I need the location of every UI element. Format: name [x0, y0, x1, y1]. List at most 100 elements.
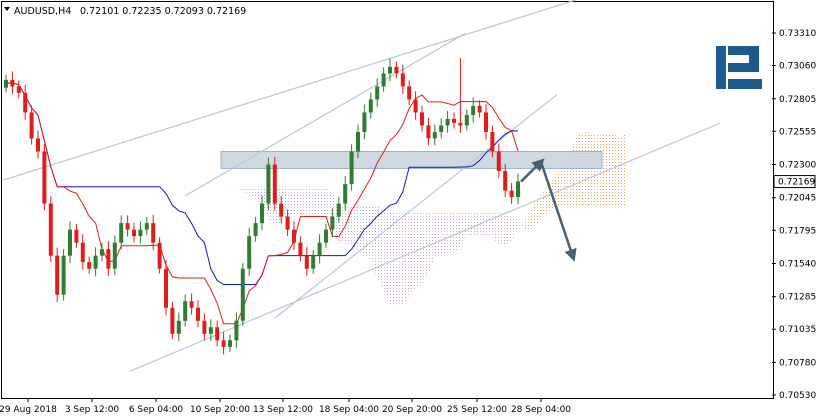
candle-body-bull	[432, 131, 437, 139]
candle-body-bull	[253, 223, 258, 237]
candle-body-bull	[362, 112, 367, 132]
candle-body-bear	[16, 86, 21, 93]
cloud-segment	[294, 186, 301, 217]
candle-body-bear	[458, 122, 463, 126]
candle-body-bull	[388, 66, 392, 74]
candle-body-bear	[304, 255, 309, 269]
cloud-segment	[210, 140, 218, 167]
y-tick-label: 0.70780	[779, 358, 816, 368]
candle-body-bear	[496, 151, 501, 172]
cloud-segment	[441, 212, 448, 256]
x-tick-label: 18 Sep 04:00	[319, 405, 379, 415]
x-tick-label: 25 Sep 12:00	[447, 405, 507, 415]
candle-body-bull	[343, 184, 348, 204]
x-tick-label: 29 Aug 2018	[0, 405, 57, 415]
candle-body-bull	[119, 223, 124, 243]
cloud-segment	[434, 212, 442, 256]
y-tick-label: 0.72300	[779, 161, 816, 171]
cloud-segment	[409, 212, 416, 297]
cloud-segment	[466, 212, 474, 237]
candle-body-bear	[452, 118, 456, 123]
logo-top-bar	[728, 46, 758, 55]
candle-body-bull	[176, 320, 181, 334]
candle-body-bear	[420, 112, 424, 126]
time-axis: 29 Aug 2018 3 Sep 12:00 6 Sep 04:00 10 Sep …	[0, 398, 571, 415]
cloud-segment	[620, 134, 627, 207]
cloud-segment	[230, 186, 237, 189]
cloud-segment	[249, 186, 256, 202]
candle-body-bear	[426, 125, 431, 139]
ichimoku-cloud	[172, 82, 627, 305]
x-tick-label: 28 Sep 04:00	[511, 405, 571, 415]
candle-body-bear	[285, 216, 290, 230]
cloud-segment	[537, 189, 544, 224]
candle-body-bull	[311, 255, 316, 269]
candle-body-bear	[394, 66, 399, 74]
candle-body-bear	[36, 138, 40, 152]
candle-body-bull	[93, 255, 98, 269]
logo-middle-bar	[728, 63, 758, 72]
candle-body-bull	[439, 125, 444, 132]
candle-body-bear	[170, 307, 175, 334]
current-price-box	[773, 175, 816, 189]
cloud-segment	[287, 186, 294, 217]
cloud-segment	[505, 212, 512, 247]
cloud-segment	[313, 186, 320, 217]
x-tick-label: 3 Sep 12:00	[65, 405, 120, 415]
y-tick-label: 0.70530	[779, 391, 816, 401]
candle-body-bull	[368, 99, 373, 113]
cloud-segment	[473, 212, 480, 237]
candle-body-bear	[400, 73, 405, 87]
candle-body-bull	[234, 320, 239, 341]
candle-body-bull	[356, 131, 360, 152]
y-tick-label: 0.73060	[779, 62, 816, 72]
cloud-segment	[607, 134, 614, 207]
candle-body-bear	[413, 99, 418, 113]
candle-body-bear	[503, 171, 508, 191]
forecast-arrow	[520, 158, 545, 183]
cloud-segment	[319, 186, 326, 217]
candle-body-bull	[260, 203, 264, 224]
candle-body-bull	[208, 327, 213, 334]
cloud-segment	[518, 219, 525, 230]
cloud-segment	[402, 212, 410, 305]
candle-body-bear	[29, 112, 34, 139]
ohlc-values: 0.72101 0.72235 0.72093 0.72169	[80, 6, 246, 17]
candle-body-bull	[240, 268, 245, 321]
cloud-segment	[377, 206, 384, 292]
candlesticks	[4, 57, 520, 355]
cloud-segment	[345, 206, 352, 246]
candle-body-bull	[4, 79, 8, 88]
cloud-segment	[524, 209, 531, 230]
y-tick-label: 0.72805	[779, 95, 816, 105]
cloud-segment	[217, 166, 224, 187]
candle-body-bear	[23, 92, 28, 113]
cloud-segment	[178, 82, 186, 85]
candle-body-bear	[42, 151, 47, 204]
candle-body-bear	[48, 203, 53, 256]
cloud-segment	[543, 181, 550, 217]
candle-body-bear	[292, 229, 296, 243]
symbol-label: AUDUSD,H4	[14, 6, 71, 17]
candle-body-bear	[125, 223, 130, 230]
roboforex-r-logo	[716, 46, 762, 89]
logo-bottom-bar	[728, 79, 762, 89]
candle-body-bull	[381, 73, 386, 87]
forecast-arrow	[539, 161, 577, 262]
candle-body-bear	[407, 86, 412, 100]
candle-body-bear	[132, 229, 136, 237]
y-tick-label: 0.71540	[779, 259, 816, 269]
x-tick-label: 10 Sep 20:00	[190, 405, 250, 415]
candle-body-bull	[266, 164, 271, 204]
cloud-segment	[562, 158, 570, 207]
price-axis: 0.73310 0.73060 0.72805 0.72555 0.72300 0.720…	[772, 29, 816, 401]
channel-line	[129, 122, 721, 372]
current-price-label: 0.72169	[778, 178, 815, 188]
candle-body-bear	[221, 340, 226, 347]
candle-body-bear	[298, 242, 303, 256]
candle-body-bull	[247, 236, 252, 269]
dropdown-triangle-icon[interactable]	[4, 7, 10, 11]
candle-body-bear	[151, 223, 156, 243]
candle-body-bear	[74, 229, 79, 243]
